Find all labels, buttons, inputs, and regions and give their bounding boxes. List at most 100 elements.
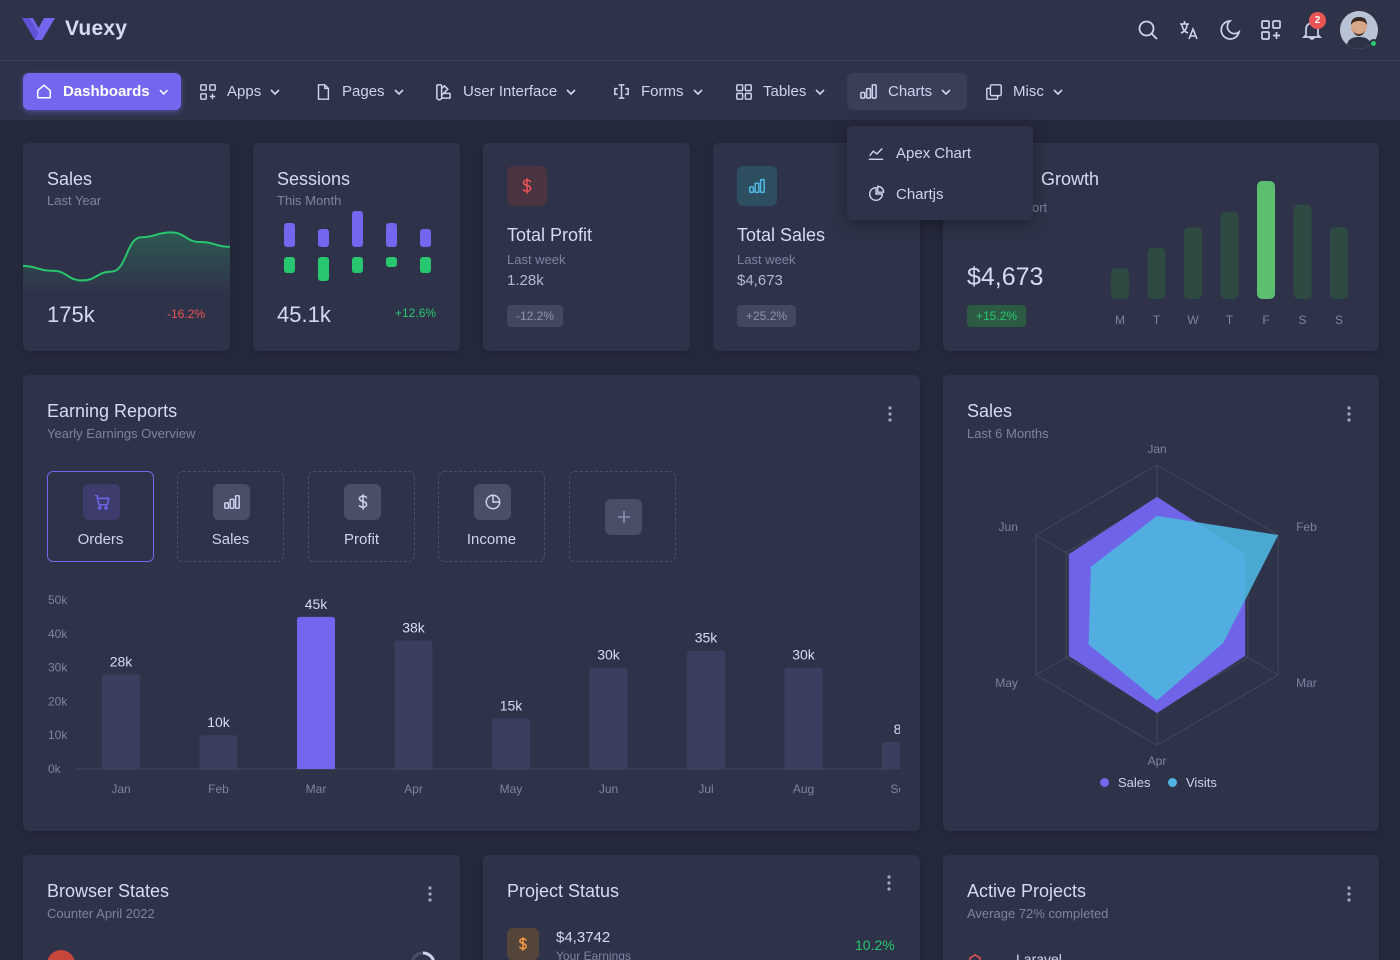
language-button[interactable] bbox=[1168, 10, 1209, 50]
nav-item-charts[interactable]: Charts bbox=[847, 73, 967, 110]
card-change-pill: +25.2% bbox=[737, 305, 797, 327]
y-tick-label: 50k bbox=[48, 593, 68, 607]
more-options-button[interactable] bbox=[1339, 404, 1359, 424]
notifications-button[interactable]: 2 bbox=[1291, 10, 1332, 50]
tab-icon-box bbox=[344, 484, 381, 520]
card-title: Growth bbox=[1041, 169, 1100, 189]
bar-apr[interactable] bbox=[394, 640, 433, 769]
search-button[interactable] bbox=[1127, 10, 1168, 50]
earnings-label: Your Earnings bbox=[556, 949, 631, 960]
card-change: -16.2% bbox=[167, 307, 206, 321]
growth-bar[interactable] bbox=[1330, 227, 1348, 299]
card-value: 1.28k bbox=[507, 272, 544, 289]
session-bar-top bbox=[284, 223, 295, 247]
earnings-amount: $4,3742 bbox=[556, 929, 611, 946]
radar-series-visits[interactable] bbox=[1088, 515, 1279, 701]
bar-data-label: 15k bbox=[500, 697, 524, 713]
bar-may[interactable] bbox=[492, 718, 530, 769]
legend-item-sales[interactable]: Sales bbox=[1100, 775, 1151, 790]
nav-item-apps[interactable]: Apps bbox=[187, 73, 293, 110]
card-title: Earning Reports bbox=[47, 401, 178, 421]
bar-jun[interactable] bbox=[589, 667, 628, 769]
bar-feb[interactable] bbox=[199, 735, 238, 769]
bar-jan[interactable] bbox=[102, 674, 140, 769]
shopping-cart-icon bbox=[94, 494, 110, 510]
brand-name: Vuexy bbox=[65, 17, 128, 40]
more-options-button[interactable] bbox=[420, 884, 440, 904]
growth-bar[interactable] bbox=[1184, 227, 1202, 299]
nav-item-label: User Interface bbox=[463, 83, 558, 100]
more-options-button[interactable] bbox=[1339, 884, 1359, 904]
more-options-button[interactable] bbox=[879, 873, 899, 893]
y-tick-label: 30k bbox=[48, 661, 68, 675]
y-tick-label: 0k bbox=[48, 762, 62, 776]
card-subtitle: Yearly Earnings Overview bbox=[47, 426, 196, 441]
chevron-down-icon bbox=[270, 88, 280, 95]
bar-data-label: 10k bbox=[207, 714, 231, 730]
theme-toggle-button[interactable] bbox=[1209, 10, 1250, 50]
growth-bar[interactable] bbox=[1147, 247, 1166, 299]
shortcuts-button[interactable] bbox=[1250, 10, 1291, 50]
card-subtitle: Last 6 Months bbox=[967, 426, 1049, 441]
growth-bar[interactable] bbox=[1111, 268, 1129, 299]
radar-axis-label: Feb bbox=[1296, 520, 1317, 534]
x-tick-label: Jul bbox=[698, 782, 713, 796]
card-value: 45.1k bbox=[277, 302, 331, 327]
chart-bar-icon bbox=[860, 84, 877, 99]
session-bar-top bbox=[352, 211, 363, 247]
nav-item-user-interface[interactable]: User Interface bbox=[422, 73, 589, 110]
chart-bar-icon bbox=[749, 178, 765, 194]
bar-jul[interactable] bbox=[687, 650, 725, 769]
earning-tab-sales[interactable]: Sales bbox=[177, 471, 284, 562]
card-subtitle: Last week bbox=[507, 252, 566, 267]
legend-item-visits[interactable]: Visits bbox=[1168, 775, 1217, 790]
earning-tab-income[interactable]: Income bbox=[438, 471, 545, 562]
legend-label: Sales bbox=[1118, 775, 1151, 790]
nav-item-dashboards[interactable]: Dashboards bbox=[23, 73, 181, 110]
more-options-button[interactable] bbox=[880, 404, 900, 424]
chevron-down-icon bbox=[815, 88, 825, 95]
online-status-dot bbox=[1369, 39, 1378, 48]
nav-item-tables[interactable]: Tables bbox=[723, 73, 838, 110]
bar-sep[interactable] bbox=[882, 741, 900, 769]
dropdown-item-chartjs[interactable]: Chartjs bbox=[867, 183, 944, 205]
bar-data-label: 30k bbox=[792, 647, 816, 663]
earning-tab-profit[interactable]: Profit bbox=[308, 471, 415, 562]
notification-badge: 2 bbox=[1309, 12, 1326, 29]
sales-radar-card: Sales Last 6 Months Jan Feb Mar Apr May Jun S… bbox=[943, 375, 1379, 831]
growth-bar[interactable] bbox=[1220, 211, 1239, 299]
nav-item-forms[interactable]: Forms bbox=[600, 73, 716, 110]
card-subtitle: Last Year bbox=[47, 193, 102, 208]
sales-radar-chart: Jan Feb Mar Apr May Jun bbox=[995, 445, 1317, 768]
chevron-down-icon bbox=[941, 88, 951, 95]
tab-icon-box bbox=[213, 484, 250, 520]
card-title: Sessions bbox=[277, 169, 351, 189]
tab-label: Profit bbox=[343, 531, 379, 548]
dropdown-item-apex-chart[interactable]: Apex Chart bbox=[867, 142, 971, 164]
growth-bar[interactable] bbox=[1257, 181, 1275, 299]
card-value: 175k bbox=[47, 302, 95, 327]
nav-item-misc[interactable]: Misc bbox=[973, 73, 1076, 110]
bar-data-label: 28k bbox=[110, 653, 134, 669]
earning-tab-orders[interactable]: Orders bbox=[47, 471, 154, 562]
bar-aug[interactable] bbox=[784, 667, 823, 769]
dots-vertical-icon bbox=[1347, 886, 1351, 902]
browser-states-card: Browser States Counter April 2022 bbox=[23, 855, 460, 960]
growth-bar[interactable] bbox=[1293, 204, 1312, 299]
moon-icon bbox=[1219, 20, 1240, 40]
session-bar-bottom bbox=[284, 257, 295, 273]
nav-item-pages[interactable]: Pages bbox=[302, 73, 417, 110]
file-icon bbox=[317, 83, 330, 100]
chart-line-icon bbox=[868, 147, 884, 161]
bar-data-label: 8k bbox=[894, 721, 900, 737]
earning-tab-add[interactable] bbox=[569, 471, 676, 562]
bar-data-label: 35k bbox=[695, 630, 719, 646]
day-label: S bbox=[1335, 313, 1343, 327]
radar-axis-label: Jun bbox=[999, 520, 1018, 534]
bar-mar[interactable] bbox=[297, 616, 335, 769]
user-avatar[interactable] bbox=[1340, 11, 1378, 49]
nav-item-label: Tables bbox=[763, 83, 807, 100]
brand-logo[interactable]: Vuexy bbox=[22, 16, 127, 42]
progress-ring-icon bbox=[411, 951, 435, 960]
